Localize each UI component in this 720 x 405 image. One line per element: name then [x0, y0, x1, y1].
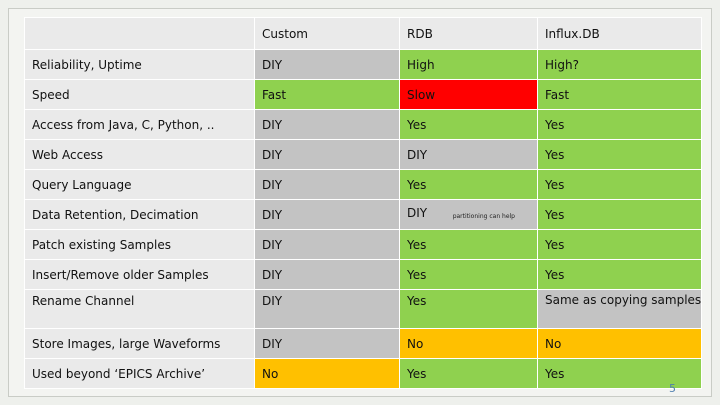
feature-label: Data Retention, Decimation — [24, 199, 255, 230]
influx-cell: Yes — [536, 139, 703, 170]
header-influxdb: Influx.DB — [536, 17, 703, 50]
custom-cell: DIY — [254, 259, 400, 290]
custom-cell: Fast — [254, 79, 400, 110]
custom-cell: DIY — [254, 328, 400, 359]
header-rdb: RDB — [399, 17, 538, 50]
feature-label: Query Language — [24, 169, 255, 200]
custom-cell: No — [254, 358, 400, 389]
table-row: Used beyond ‘EPICS Archive’ No Yes Yes — [24, 358, 703, 389]
influx-cell: Same as copying samples — [536, 289, 703, 329]
rdb-value: DIY — [407, 205, 428, 220]
table-row: Reliability, Uptime DIY High High? — [24, 49, 703, 80]
rdb-cell: DIY — [399, 139, 538, 170]
rdb-cell: Yes — [399, 358, 538, 389]
rdb-cell: DIY partitioning can help — [399, 199, 538, 230]
rdb-cell: Yes — [399, 109, 538, 140]
custom-cell: DIY — [254, 139, 400, 170]
table-row: Web Access DIY DIY Yes — [24, 139, 703, 170]
rdb-footnote: partitioning can help — [452, 212, 515, 220]
influx-cell: Yes — [536, 169, 703, 200]
header-custom: Custom — [254, 17, 400, 50]
table-row: Store Images, large Waveforms DIY No No — [24, 328, 703, 359]
feature-label: Reliability, Uptime — [24, 49, 255, 80]
influx-cell: Yes — [536, 109, 703, 140]
header-row: Custom RDB Influx.DB — [24, 17, 703, 50]
influx-cell: Yes — [536, 358, 703, 389]
comparison-table: Custom RDB Influx.DB Reliability, Uptime… — [24, 17, 703, 389]
feature-label: Store Images, large Waveforms — [24, 328, 255, 359]
influx-cell: Yes — [536, 229, 703, 260]
feature-label: Insert/Remove older Samples — [24, 259, 255, 290]
slide-number: 5 — [669, 382, 676, 395]
header-blank — [24, 17, 255, 50]
custom-cell: DIY — [254, 229, 400, 260]
feature-label: Access from Java, C, Python, .. — [24, 109, 255, 140]
rdb-cell: Yes — [399, 169, 538, 200]
rdb-cell: High — [399, 49, 538, 80]
table-row: Data Retention, Decimation DIY DIY partit… — [24, 199, 703, 230]
rdb-cell: Yes — [399, 289, 538, 329]
rdb-cell: No — [399, 328, 538, 359]
influx-cell: High? — [536, 49, 703, 80]
custom-cell: DIY — [254, 289, 400, 329]
rdb-cell: Yes — [399, 259, 538, 290]
influx-cell: Yes — [536, 259, 703, 290]
influx-cell: Yes — [536, 199, 703, 230]
rdb-cell: Yes — [399, 229, 538, 260]
table-row: Query Language DIY Yes Yes — [24, 169, 703, 200]
custom-cell: DIY — [254, 49, 400, 80]
feature-label: Patch existing Samples — [24, 229, 255, 260]
custom-cell: DIY — [254, 109, 400, 140]
table-row: Insert/Remove older Samples DIY Yes Yes — [24, 259, 703, 290]
influx-cell: Fast — [536, 79, 703, 110]
custom-cell: DIY — [254, 169, 400, 200]
custom-cell: DIY — [254, 199, 400, 230]
feature-label: Web Access — [24, 139, 255, 170]
table-row: Rename Channel DIY Yes Same as copying s… — [24, 289, 703, 329]
table-row: Access from Java, C, Python, .. DIY Yes … — [24, 109, 703, 140]
influx-cell: No — [536, 328, 703, 359]
table-row: Patch existing Samples DIY Yes Yes — [24, 229, 703, 260]
feature-label: Used beyond ‘EPICS Archive’ — [24, 358, 255, 389]
feature-label: Speed — [24, 79, 255, 110]
rdb-cell: Slow — [399, 79, 538, 110]
feature-label: Rename Channel — [24, 289, 255, 329]
table-row: Speed Fast Slow Fast — [24, 79, 703, 110]
